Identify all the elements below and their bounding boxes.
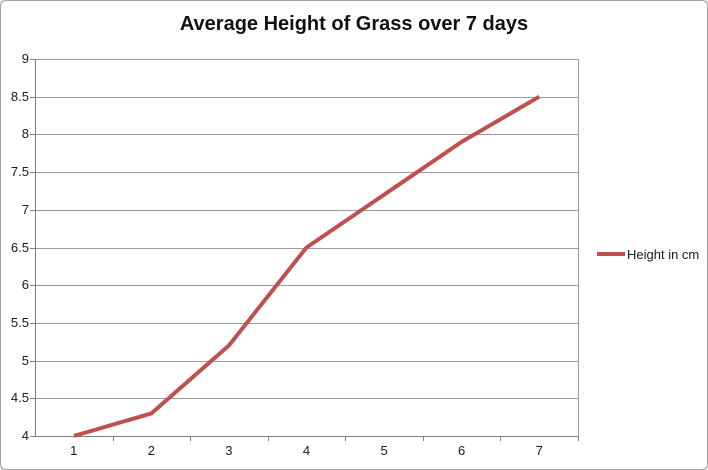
y-tick-label: 9: [21, 51, 29, 66]
data-series-line: [73, 94, 541, 438]
y-tick-label: 6.5: [10, 239, 29, 255]
y-tick-label: 7: [21, 201, 29, 217]
y-tick-label: 7.5: [10, 164, 29, 180]
chart-title: Average Height of Grass over 7 days: [179, 13, 529, 35]
x-tick-label: 6: [458, 443, 466, 458]
y-tick-label: 4: [21, 428, 29, 443]
x-tick-label: 5: [380, 443, 388, 458]
y-tick-label: 4.5: [10, 390, 29, 406]
y-tick-label: 8.5: [10, 88, 29, 104]
x-tick-label: 3: [225, 443, 233, 458]
x-tick-label: 4: [302, 443, 311, 458]
legend: Height in cm: [597, 246, 699, 262]
y-tick-label: 6: [21, 277, 29, 293]
y-tick-label: 5.5: [10, 314, 29, 330]
legend-label: Height in cm: [627, 246, 700, 262]
x-tick-label: 1: [70, 443, 78, 458]
x-tick-label: 7: [535, 443, 543, 458]
y-tick-label: 8: [21, 126, 29, 142]
y-tick-label: 5: [21, 352, 29, 368]
legend-line-swatch: [597, 252, 625, 256]
x-tick-label: 2: [147, 443, 155, 458]
